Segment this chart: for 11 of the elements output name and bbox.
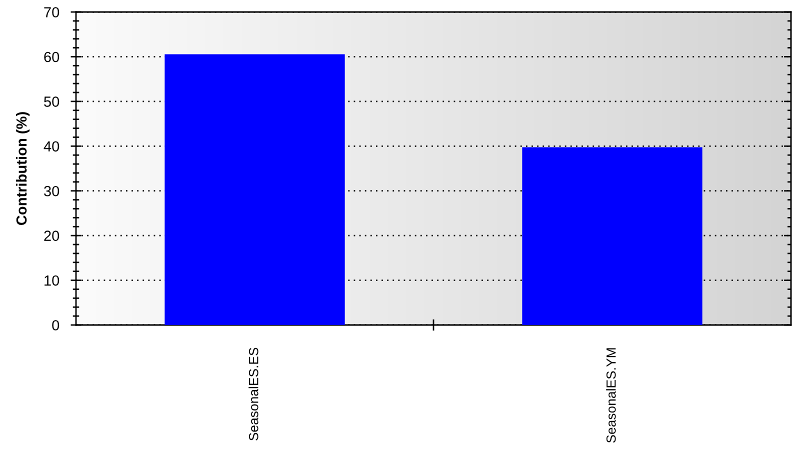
x-tick-label: SeasonalES.YM [606,348,616,443]
y-tick-label: 50 [44,96,60,107]
x-tick-label: SeasonalES.ES [248,348,258,441]
y-tick-label: 10 [44,275,60,286]
y-tick-label: 40 [44,141,60,152]
y-axis-title: Contribution (%) [16,112,30,225]
y-tick-label: 30 [44,186,60,196]
y-tick-label: 70 [44,7,60,18]
y-tick-label: 0 [52,320,60,330]
y-tick-label: 20 [44,230,60,241]
y-tick-label: 60 [44,52,60,62]
